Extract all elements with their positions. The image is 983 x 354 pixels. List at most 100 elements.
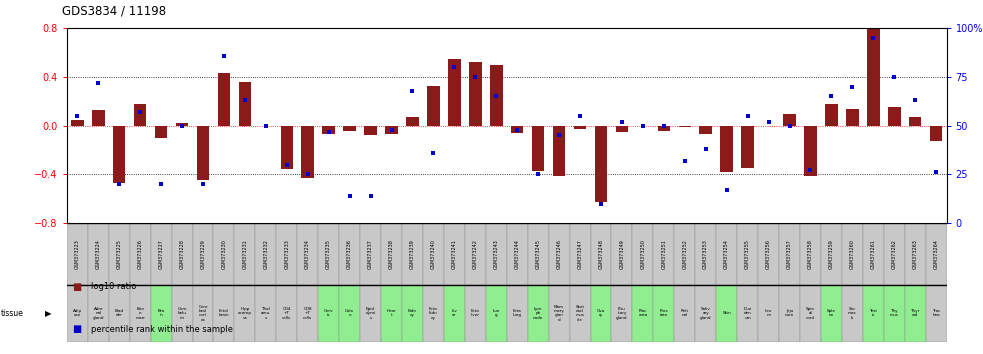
- Bar: [322, 126, 335, 134]
- Text: Sple
en: Sple en: [827, 309, 836, 318]
- Text: Hipp
ocamp
us: Hipp ocamp us: [238, 307, 252, 320]
- Bar: [465, 223, 486, 285]
- Bar: [632, 285, 654, 342]
- Bar: [109, 285, 130, 342]
- Bar: [717, 285, 737, 342]
- Bar: [67, 223, 87, 285]
- Text: GSM373234: GSM373234: [306, 239, 311, 269]
- Text: GSM373261: GSM373261: [871, 239, 876, 269]
- Text: GSM373250: GSM373250: [640, 239, 646, 269]
- Bar: [528, 285, 549, 342]
- Text: Lym
ph
node: Lym ph node: [533, 307, 544, 320]
- Bar: [234, 285, 256, 342]
- Text: GSM373262: GSM373262: [892, 239, 896, 269]
- Text: Plac
enta: Plac enta: [638, 309, 648, 318]
- Bar: [360, 285, 381, 342]
- Bar: [486, 223, 507, 285]
- Bar: [197, 126, 209, 181]
- Text: Bra
in: Bra in: [157, 309, 165, 318]
- Bar: [926, 285, 947, 342]
- Bar: [213, 285, 234, 342]
- Bar: [528, 223, 549, 285]
- Bar: [92, 110, 104, 126]
- Bar: [172, 285, 193, 342]
- Bar: [339, 285, 360, 342]
- Text: GSM373246: GSM373246: [556, 239, 561, 269]
- Bar: [825, 104, 838, 126]
- Text: ▶: ▶: [45, 309, 52, 318]
- Bar: [511, 126, 524, 133]
- Text: Lun
g: Lun g: [492, 309, 500, 318]
- Bar: [783, 114, 796, 126]
- Bar: [134, 104, 146, 126]
- Bar: [155, 126, 167, 138]
- Bar: [678, 126, 691, 127]
- Bar: [507, 223, 528, 285]
- Text: Thal
amu
s: Thal amu s: [261, 307, 270, 320]
- Bar: [615, 126, 628, 132]
- Bar: [674, 285, 695, 342]
- Bar: [654, 285, 674, 342]
- Bar: [318, 285, 339, 342]
- Bar: [150, 285, 172, 342]
- Bar: [888, 107, 900, 126]
- Text: Reti
nal: Reti nal: [681, 309, 689, 318]
- Text: Feta
kidn
ey: Feta kidn ey: [429, 307, 437, 320]
- Text: GSM373259: GSM373259: [829, 239, 834, 269]
- Bar: [217, 73, 230, 126]
- Text: Colo
n: Colo n: [345, 309, 354, 318]
- Bar: [465, 285, 486, 342]
- Bar: [800, 223, 821, 285]
- Bar: [385, 126, 398, 134]
- Bar: [360, 223, 381, 285]
- Bar: [758, 285, 780, 342]
- Bar: [591, 223, 611, 285]
- Text: GSM373252: GSM373252: [682, 239, 687, 269]
- Text: Mam
mary
glan
d: Mam mary glan d: [553, 305, 564, 322]
- Text: GSM373245: GSM373245: [536, 239, 541, 269]
- Bar: [297, 285, 318, 342]
- Text: GSM373230: GSM373230: [221, 239, 226, 269]
- Bar: [717, 223, 737, 285]
- Text: Thy
mus: Thy mus: [890, 309, 898, 318]
- Text: GSM373258: GSM373258: [808, 239, 813, 269]
- Bar: [552, 126, 565, 176]
- Text: Adip
ose: Adip ose: [73, 309, 82, 318]
- Bar: [654, 223, 674, 285]
- Bar: [150, 223, 172, 285]
- Text: GSM373228: GSM373228: [180, 239, 185, 269]
- Text: Test
is: Test is: [869, 309, 877, 318]
- Bar: [758, 223, 780, 285]
- Bar: [780, 223, 800, 285]
- Bar: [721, 126, 733, 172]
- Bar: [884, 223, 904, 285]
- Bar: [700, 126, 712, 134]
- Bar: [841, 223, 863, 285]
- Bar: [930, 126, 943, 142]
- Text: GSM373241: GSM373241: [452, 239, 457, 269]
- Text: Hear
t: Hear t: [386, 309, 396, 318]
- Text: GSM373236: GSM373236: [347, 239, 352, 269]
- Text: GSM373232: GSM373232: [263, 239, 268, 269]
- Text: Saliv
ary
gland: Saliv ary gland: [700, 307, 712, 320]
- Bar: [841, 285, 863, 342]
- Bar: [71, 120, 84, 126]
- Text: GSM373239: GSM373239: [410, 239, 415, 269]
- Text: percentile rank within the sample: percentile rank within the sample: [91, 325, 233, 334]
- Bar: [276, 223, 297, 285]
- Bar: [549, 223, 569, 285]
- Text: GSM373254: GSM373254: [724, 239, 729, 269]
- Bar: [113, 126, 126, 183]
- Bar: [297, 223, 318, 285]
- Bar: [469, 62, 482, 126]
- Text: Fetal
brain: Fetal brain: [218, 309, 229, 318]
- Bar: [276, 285, 297, 342]
- Bar: [381, 285, 402, 342]
- Text: GSM373264: GSM373264: [934, 239, 939, 269]
- Text: Sto
mac
ls: Sto mac ls: [848, 307, 857, 320]
- Text: Feta
lung: Feta lung: [513, 309, 522, 318]
- Text: Ileu
m: Ileu m: [765, 309, 773, 318]
- Bar: [867, 22, 880, 126]
- Bar: [256, 285, 276, 342]
- Text: GSM373225: GSM373225: [117, 239, 122, 269]
